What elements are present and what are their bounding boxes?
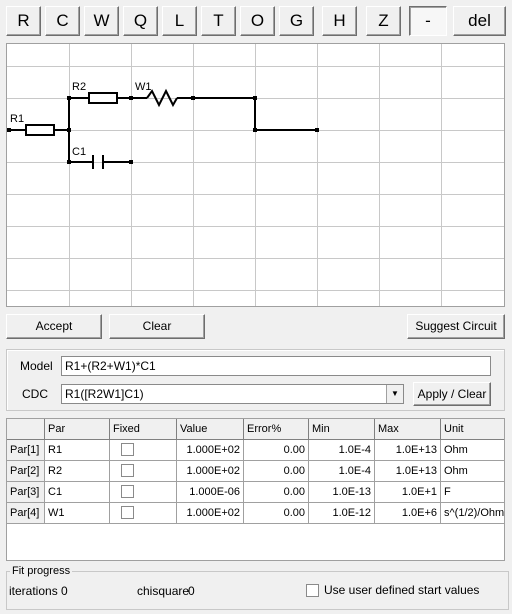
circuit-canvas[interactable]: R1 R2 W1 C1 — [6, 43, 505, 307]
cell-par[interactable]: R1 — [45, 440, 110, 461]
iterations-value: 0 — [61, 584, 68, 598]
add-inductor-button[interactable]: L — [162, 6, 197, 36]
cell-max[interactable]: 1.0E+1 — [375, 482, 441, 503]
add-o-element-button[interactable]: O — [240, 6, 275, 36]
iterations-label: iterations — [9, 584, 58, 598]
element-r1[interactable] — [7, 124, 69, 136]
cell-max[interactable]: 1.0E+13 — [375, 440, 441, 461]
model-input[interactable]: R1+(R2+W1)*C1 — [61, 356, 491, 376]
element-w1[interactable] — [131, 88, 193, 108]
cdc-label: CDC — [22, 387, 48, 401]
add-capacitor-button[interactable]: C — [45, 6, 80, 36]
wire-tool-button[interactable]: - — [409, 6, 447, 36]
cell-par[interactable]: W1 — [45, 503, 110, 524]
fixed-checkbox[interactable] — [121, 464, 134, 477]
cell-error: 0.00 — [244, 440, 309, 461]
cell-error: 0.00 — [244, 461, 309, 482]
chevron-down-icon[interactable]: ▼ — [386, 385, 403, 403]
cell-fixed — [110, 482, 177, 503]
row-header: Par[2] — [7, 461, 45, 482]
col-header-unit[interactable]: Unit — [441, 419, 504, 440]
delete-element-button[interactable]: del — [453, 6, 506, 36]
fit-progress-title: Fit progress — [10, 565, 73, 577]
fixed-checkbox[interactable] — [121, 506, 134, 519]
fixed-checkbox[interactable] — [121, 485, 134, 498]
row-header: Par[3] — [7, 482, 45, 503]
cell-fixed — [110, 503, 177, 524]
col-header-max[interactable]: Max — [375, 419, 441, 440]
col-header-par[interactable]: Par — [45, 419, 110, 440]
fixed-checkbox[interactable] — [121, 443, 134, 456]
suggest-circuit-button[interactable]: Suggest Circuit — [407, 314, 505, 339]
cdc-select-value: R1([R2W1]C1) — [65, 387, 144, 401]
label-w1: W1 — [135, 81, 152, 93]
cell-min[interactable]: 1.0E-12 — [309, 503, 375, 524]
circuit-drawing[interactable]: R1 R2 W1 C1 — [7, 44, 504, 306]
add-cpe-button[interactable]: Q — [123, 6, 158, 36]
add-t-element-button[interactable]: T — [201, 6, 236, 36]
element-r2[interactable] — [69, 92, 131, 104]
cell-value[interactable]: 1.000E+02 — [177, 503, 244, 524]
cdc-select[interactable]: R1([R2W1]C1) ▼ — [61, 384, 404, 404]
add-resistor-button[interactable]: R — [6, 6, 41, 36]
cell-error: 0.00 — [244, 503, 309, 524]
add-gerischer-button[interactable]: G — [279, 6, 314, 36]
cell-unit: Ohm — [441, 440, 504, 461]
add-warburg-button[interactable]: W — [84, 6, 119, 36]
cell-fixed — [110, 461, 177, 482]
cell-min[interactable]: 1.0E-4 — [309, 440, 375, 461]
label-r1: R1 — [10, 113, 24, 125]
model-label: Model — [20, 359, 53, 373]
user-defined-start-label[interactable]: Use user defined start values — [324, 583, 480, 597]
label-c1: C1 — [72, 146, 86, 158]
cell-max[interactable]: 1.0E+13 — [375, 461, 441, 482]
label-r2: R2 — [72, 81, 86, 93]
fit-progress-group — [6, 571, 509, 610]
cell-fixed — [110, 440, 177, 461]
cell-value[interactable]: 1.000E+02 — [177, 440, 244, 461]
row-header: Par[1] — [7, 440, 45, 461]
col-header-value[interactable]: Value — [177, 419, 244, 440]
cell-value[interactable]: 1.000E-06 — [177, 482, 244, 503]
circuit-nodes — [7, 96, 319, 164]
cell-value[interactable]: 1.000E+02 — [177, 461, 244, 482]
parameter-table[interactable]: Par Fixed Value Error% Min Max Unit Par[… — [6, 418, 505, 561]
cell-min[interactable]: 1.0E-4 — [309, 461, 375, 482]
cell-par[interactable]: R2 — [45, 461, 110, 482]
cell-max[interactable]: 1.0E+6 — [375, 503, 441, 524]
add-z-element-button[interactable]: Z — [366, 6, 401, 36]
user-defined-start-checkbox[interactable] — [306, 584, 319, 597]
model-group — [6, 349, 505, 411]
accept-button[interactable]: Accept — [6, 314, 102, 339]
wire-output — [193, 97, 317, 131]
col-header-fixed[interactable]: Fixed — [110, 419, 177, 440]
col-header-error[interactable]: Error% — [244, 419, 309, 440]
col-header-index — [7, 419, 45, 440]
cell-error: 0.00 — [244, 482, 309, 503]
clear-button[interactable]: Clear — [109, 314, 205, 339]
chisquare-value: 0 — [188, 584, 195, 598]
chisquare-label: chisquare — [137, 584, 190, 598]
apply-clear-button[interactable]: Apply / Clear — [413, 382, 491, 406]
cell-min[interactable]: 1.0E-13 — [309, 482, 375, 503]
col-header-min[interactable]: Min — [309, 419, 375, 440]
cell-par[interactable]: C1 — [45, 482, 110, 503]
cell-unit: s^(1/2)/Ohm — [441, 503, 504, 524]
add-h-element-button[interactable]: H — [322, 6, 357, 36]
element-c1[interactable] — [69, 155, 131, 169]
cell-unit: Ohm — [441, 461, 504, 482]
row-header: Par[4] — [7, 503, 45, 524]
cell-unit: F — [441, 482, 504, 503]
